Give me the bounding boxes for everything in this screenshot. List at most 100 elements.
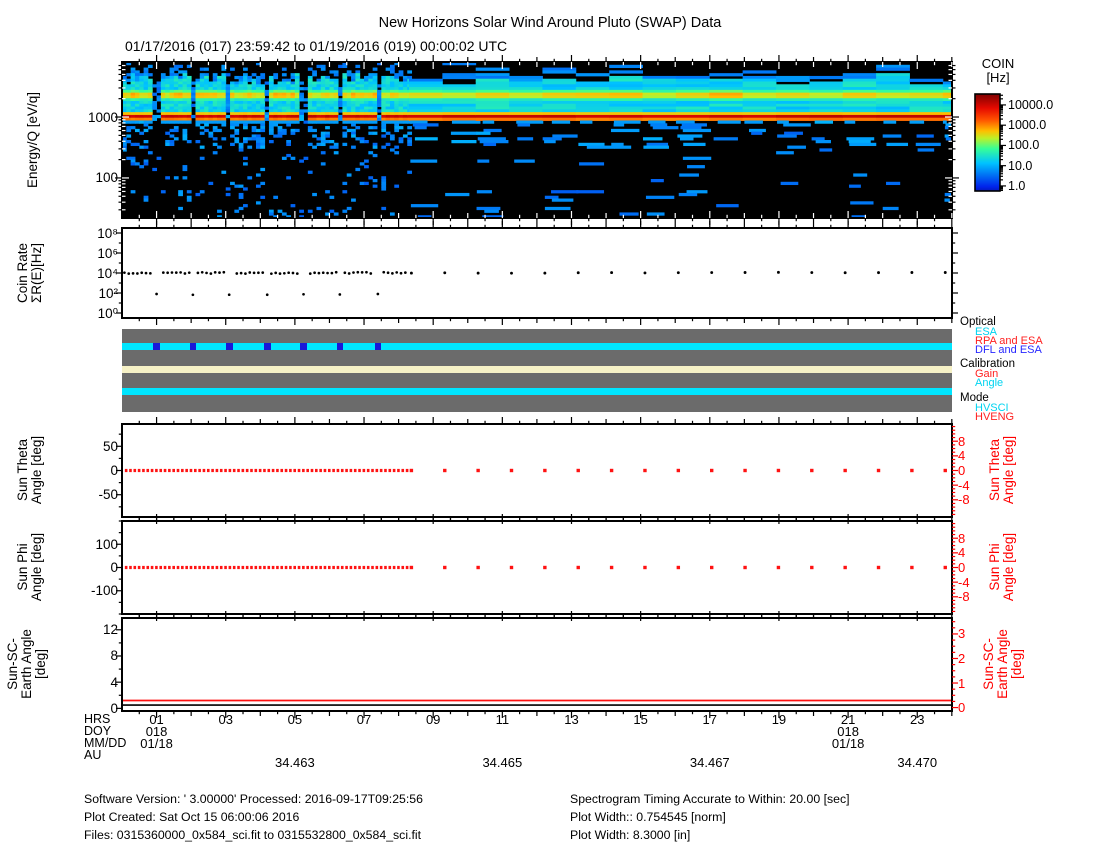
coin-rate-panel xyxy=(113,219,961,327)
legend-group-header: Calibration xyxy=(960,358,1015,371)
legend-item: Angle xyxy=(975,377,1004,390)
status-bar-calibration xyxy=(122,365,952,373)
au-label: 34.470 xyxy=(897,755,938,770)
hour-label: 15 xyxy=(633,712,648,727)
dfl-esa-marker xyxy=(189,342,197,350)
right-y-tick-label: 3 xyxy=(958,626,966,642)
y-tick-label: 100 xyxy=(95,170,118,186)
y-tick-label: 10⁸ xyxy=(97,225,118,241)
status-bar-optical xyxy=(122,342,952,350)
coin-rate-axis-label: Coin Rate ΣR(E)[Hz] xyxy=(15,242,44,304)
mmdd-label: 01/18 xyxy=(831,736,865,751)
legend-item: RPA and ESA xyxy=(975,334,1043,347)
colorbar-tick-label: 100.0 xyxy=(1008,138,1040,153)
sun-theta-axis-label: Sun Theta Angle [deg] xyxy=(15,435,44,505)
xaxis-row-label-mmdd: MM/DD xyxy=(84,736,127,750)
energy-axis-label: Energy/Q [eV/q] xyxy=(25,91,40,189)
dfl-esa-marker xyxy=(336,342,344,350)
legend-item: ESA xyxy=(975,326,998,338)
dfl-esa-marker xyxy=(374,342,382,350)
right-y-tick-label: 8 xyxy=(958,433,966,449)
page-title: New Horizons Solar Wind Around Pluto (SW… xyxy=(378,15,722,31)
dfl-esa-marker xyxy=(226,342,233,350)
footer-timing-accuracy: Spectrogram Timing Accurate to Within: 2… xyxy=(570,792,850,806)
right-y-tick-label: 8 xyxy=(958,530,966,546)
sun-theta-panel xyxy=(113,415,961,526)
hour-label: 13 xyxy=(564,712,579,727)
footer-software-version: Software Version: ' 3.00000' Processed: … xyxy=(84,792,423,806)
footer-plot-width-in: Plot Width: 8.3000 [in] xyxy=(570,828,691,842)
right-y-tick-label: 4 xyxy=(958,545,966,561)
y-tick-label: -100 xyxy=(90,583,118,599)
footer-plot-width-norm: Plot Width:: 0.754545 [norm] xyxy=(570,810,726,824)
legend-item: Gain xyxy=(975,368,999,381)
right-y-tick-label: 4 xyxy=(958,448,966,464)
right-y-tick-label: 1 xyxy=(958,675,966,691)
right-y-tick-label: -4 xyxy=(958,477,970,493)
dfl-esa-marker xyxy=(153,342,160,350)
right-y-tick-label: 2 xyxy=(958,650,966,666)
right-y-tick-label: 0 xyxy=(958,463,966,478)
y-tick-label: 10⁶ xyxy=(97,245,118,261)
y-tick-label: -50 xyxy=(98,487,118,503)
hour-label: 03 xyxy=(218,712,233,727)
y-tick-label: 10⁰ xyxy=(97,305,118,321)
legend-item: DFL and ESA xyxy=(975,343,1042,356)
xaxis-row-label-au: AU xyxy=(84,748,102,762)
hour-label: 11 xyxy=(495,712,510,727)
time-range-subtitle: 01/17/2016 (017) 23:59:42 to 01/19/2016 … xyxy=(125,38,508,54)
legend-group-header: Optical xyxy=(960,316,996,328)
sun-sc-earth-axis-label: Sun-SC- Earth Angle [deg] xyxy=(5,629,48,699)
colorbar-tick-label: 1.0 xyxy=(1008,178,1026,193)
footer-files: Files: 0315360000_0x584_sci.fit to 03155… xyxy=(84,828,422,842)
legend-group-header: Mode xyxy=(960,391,989,404)
instrument-status-panel xyxy=(122,329,952,412)
colorbar xyxy=(966,85,1017,200)
xaxis-row-label-doy: DOY xyxy=(84,724,112,738)
right-y-tick-label: -4 xyxy=(958,574,970,590)
footer-plot-created: Plot Created: Sat Oct 15 06:00:06 2016 xyxy=(84,810,300,824)
status-legend: Optical ESA RPA and ESA DFL and ESA Calibrat… xyxy=(960,316,1100,422)
y-tick-label: 50 xyxy=(102,438,118,454)
sun-sc-earth-panel xyxy=(113,609,961,720)
hour-label: 17 xyxy=(702,712,718,727)
au-label: 34.465 xyxy=(482,755,523,770)
hour-label: 05 xyxy=(287,712,303,727)
right-y-tick-label: -8 xyxy=(958,589,970,605)
au-label: 34.467 xyxy=(689,755,730,770)
y-tick-label: 0 xyxy=(110,463,118,478)
y-tick-label: 0 xyxy=(110,700,118,716)
colorbar-tick-label: 10.0 xyxy=(1008,158,1033,173)
dfl-esa-marker xyxy=(264,342,271,350)
doy-label: 018 xyxy=(837,724,859,739)
right-y-tick-label: 0 xyxy=(958,560,966,575)
sun-phi-axis-label: Sun Phi Angle [deg] xyxy=(15,532,44,602)
y-tick-label: 100 xyxy=(95,536,118,552)
hour-label: 01 xyxy=(149,712,164,727)
doy-label: 018 xyxy=(145,724,168,739)
hour-label: 19 xyxy=(771,712,787,727)
y-tick-label: 10² xyxy=(98,285,118,301)
mmdd-label: 01/18 xyxy=(140,736,173,751)
hour-label: 23 xyxy=(910,712,925,727)
energy-spectrogram-panel xyxy=(113,53,961,227)
hour-label: 21 xyxy=(840,712,856,727)
y-tick-label: 12 xyxy=(102,622,118,638)
legend-item: HVSCI xyxy=(975,401,1009,414)
legend-item: HVENG xyxy=(975,410,1015,423)
xaxis-row-label-hrs: HRS xyxy=(84,712,111,726)
y-tick-label: 8 xyxy=(110,648,118,664)
colorbar-tick-label: 10000.0 xyxy=(1008,97,1054,112)
y-tick-label: 10⁴ xyxy=(97,265,118,281)
dfl-esa-marker xyxy=(300,342,307,350)
sun-phi-panel xyxy=(113,512,961,623)
right-y-tick-label: 0 xyxy=(958,700,966,716)
colorbar-title: COIN [Hz] xyxy=(981,56,1015,85)
right-y-tick-label: -8 xyxy=(958,492,970,508)
y-tick-label: 0 xyxy=(110,560,118,575)
colorbar-tick-label: 1000.0 xyxy=(1008,118,1047,133)
hour-label: 07 xyxy=(356,712,372,727)
y-tick-label: 1000 xyxy=(87,109,118,125)
au-label: 34.463 xyxy=(274,755,315,770)
